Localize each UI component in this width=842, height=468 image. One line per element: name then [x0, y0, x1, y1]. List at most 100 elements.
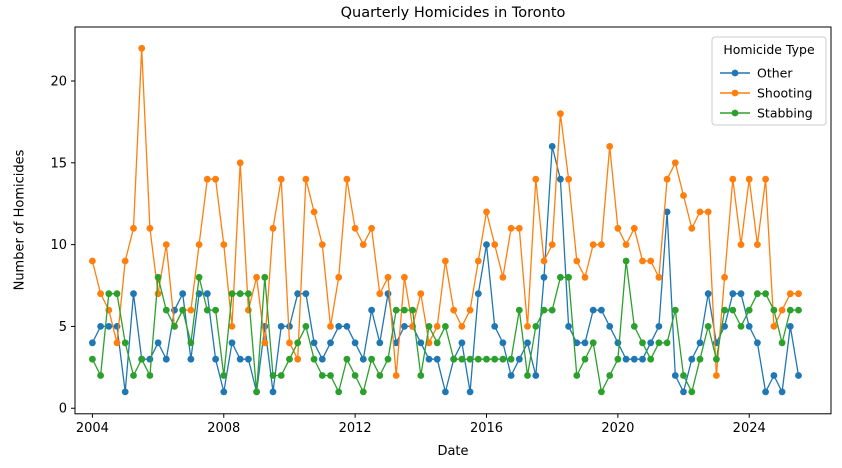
data-point-other	[483, 241, 490, 249]
y-tick-label: 0	[59, 402, 67, 417]
data-point-shooting	[236, 159, 244, 167]
data-point-stabbing	[376, 372, 384, 379]
data-point-stabbing	[548, 306, 556, 314]
data-point-stabbing	[491, 355, 499, 363]
data-point-stabbing	[630, 323, 638, 330]
data-point-shooting	[89, 257, 96, 265]
data-point-shooting	[162, 241, 170, 249]
data-point-other	[97, 323, 104, 330]
data-point-stabbing	[220, 372, 228, 379]
data-point-other	[351, 339, 359, 347]
data-point-shooting	[425, 339, 433, 347]
x-tick-label: 2004	[76, 421, 109, 436]
y-tick-label: 15	[50, 156, 67, 171]
legend-box	[711, 36, 827, 126]
data-point-shooting	[515, 224, 523, 232]
data-point-shooting	[335, 273, 343, 281]
data-point-shooting	[729, 175, 737, 183]
y-tick-label: 20	[50, 74, 67, 89]
data-point-shooting	[778, 306, 786, 314]
data-point-other	[417, 339, 425, 347]
data-point-stabbing	[409, 306, 416, 314]
data-point-stabbing	[294, 339, 302, 347]
series-stabbing	[89, 257, 802, 396]
data-point-other	[359, 355, 367, 363]
data-point-stabbing	[581, 355, 589, 363]
data-point-shooting	[573, 257, 581, 265]
data-point-shooting	[565, 175, 572, 183]
data-point-stabbing	[598, 388, 605, 396]
data-point-stabbing	[236, 290, 244, 298]
data-point-other	[179, 290, 187, 298]
data-point-shooting	[154, 290, 162, 298]
data-point-shooting	[212, 175, 220, 183]
data-point-other	[212, 355, 220, 363]
data-point-other	[663, 208, 671, 216]
data-point-other	[154, 339, 162, 347]
data-point-shooting	[737, 241, 745, 249]
data-point-other	[565, 323, 572, 330]
data-point-other	[442, 388, 449, 396]
data-point-shooting	[269, 224, 277, 232]
data-point-shooting	[187, 306, 195, 314]
data-point-other	[335, 323, 343, 330]
data-point-stabbing	[737, 323, 745, 330]
series-line-other	[91, 146, 800, 395]
data-point-other	[236, 355, 244, 363]
data-point-other	[507, 372, 515, 379]
legend-title: Homicide Type	[723, 42, 815, 57]
data-point-stabbing	[507, 355, 515, 363]
data-point-stabbing	[97, 372, 104, 379]
data-point-shooting	[639, 257, 646, 265]
data-point-stabbing	[762, 290, 769, 298]
data-point-stabbing	[721, 306, 728, 314]
data-point-other	[89, 339, 96, 347]
data-point-shooting	[458, 323, 466, 330]
data-point-stabbing	[778, 339, 786, 347]
data-point-shooting	[745, 175, 753, 183]
data-point-shooting	[442, 257, 449, 265]
data-point-shooting	[130, 224, 137, 232]
data-point-shooting	[138, 44, 146, 52]
data-point-shooting	[310, 208, 318, 216]
data-point-shooting	[589, 241, 597, 249]
data-point-shooting	[466, 306, 474, 314]
data-point-stabbing	[425, 323, 433, 330]
data-point-shooting	[433, 323, 441, 330]
data-point-shooting	[97, 290, 104, 298]
data-point-other	[737, 290, 745, 298]
data-point-stabbing	[524, 372, 531, 379]
data-point-shooting	[343, 175, 351, 183]
data-point-stabbing	[121, 339, 129, 347]
data-point-stabbing	[286, 355, 293, 363]
data-point-shooting	[713, 372, 720, 379]
data-point-stabbing	[245, 290, 252, 298]
data-point-stabbing	[162, 306, 170, 314]
data-point-shooting	[786, 290, 794, 298]
data-point-shooting	[762, 175, 769, 183]
y-tick-label: 5	[59, 320, 67, 335]
data-point-stabbing	[540, 306, 548, 314]
data-point-other	[162, 355, 170, 363]
data-point-other	[343, 323, 351, 330]
data-point-other	[384, 290, 392, 298]
legend-marker-shooting	[731, 89, 739, 97]
x-axis-label: Date	[437, 444, 469, 459]
data-point-shooting	[302, 175, 310, 183]
data-point-stabbing	[154, 273, 162, 281]
data-point-stabbing	[655, 339, 663, 347]
data-point-other	[524, 339, 531, 347]
data-point-shooting	[450, 306, 458, 314]
data-point-other	[606, 323, 614, 330]
data-point-stabbing	[187, 339, 195, 347]
data-point-stabbing	[474, 355, 482, 363]
data-point-shooting	[622, 241, 630, 249]
data-point-stabbing	[466, 355, 474, 363]
data-point-stabbing	[203, 306, 211, 314]
data-point-stabbing	[318, 372, 326, 379]
data-point-stabbing	[171, 323, 178, 330]
data-point-shooting	[368, 224, 375, 232]
data-point-other	[581, 339, 589, 347]
data-point-stabbing	[179, 306, 187, 314]
data-point-stabbing	[606, 372, 614, 379]
